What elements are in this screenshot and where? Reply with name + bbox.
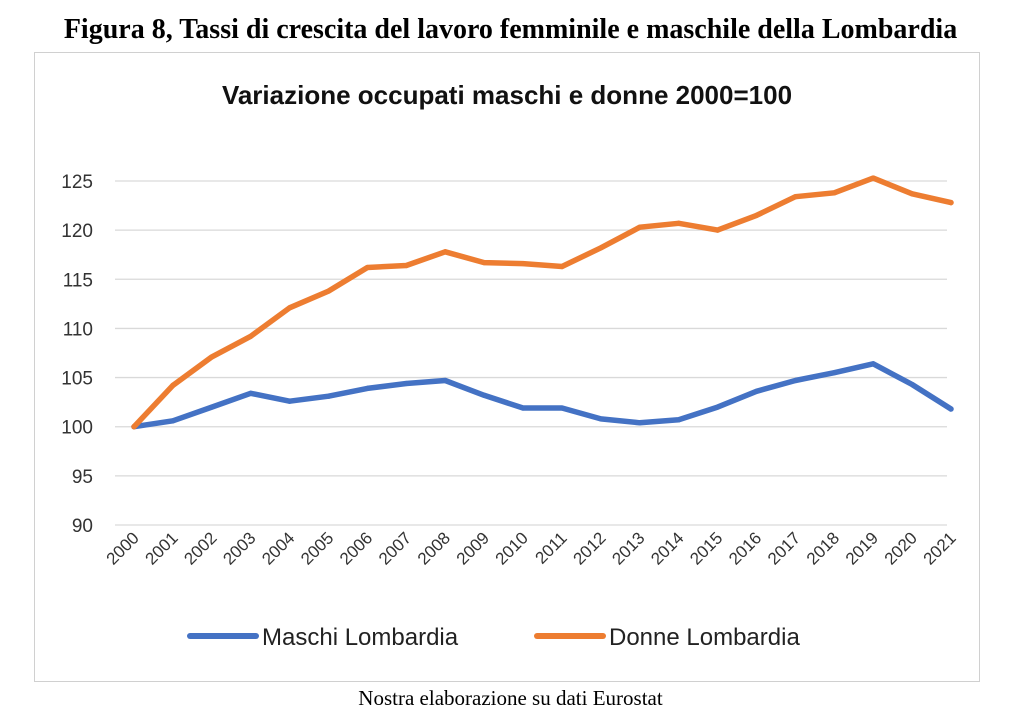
data-point (714, 227, 721, 233)
data-point (481, 392, 487, 398)
data-point (325, 288, 332, 294)
legend-label: Maschi Lombardia (262, 624, 459, 651)
x-tick-label: 2000 (103, 528, 143, 568)
data-point (598, 416, 604, 422)
x-tick-label: 2017 (764, 528, 804, 568)
x-tick-label: 2009 (453, 528, 493, 568)
legend: Maschi Lombardia Donne Lombardia (187, 624, 800, 651)
data-point (364, 385, 371, 391)
gridlines (115, 180, 947, 526)
x-tick-label: 2020 (881, 528, 921, 568)
y-tick-label: 105 (61, 369, 93, 390)
x-tick-label: 2005 (297, 528, 337, 568)
x-tick-label: 2004 (258, 528, 298, 568)
data-point (248, 390, 254, 396)
x-tick-label: 2011 (531, 528, 570, 567)
data-point (209, 404, 215, 410)
data-point (559, 263, 565, 270)
line-chart: Variazione occupati maschi e donne 2000=… (61, 80, 960, 651)
data-point (170, 418, 176, 424)
x-tick-label: 2002 (180, 528, 220, 568)
x-tick-label: 2019 (842, 528, 882, 568)
data-point (637, 420, 643, 426)
data-point (637, 224, 643, 230)
x-tick-label: 2010 (492, 528, 532, 568)
data-point (209, 354, 215, 360)
data-point (870, 175, 876, 181)
x-axis-ticks: 2000200120022003200420052006200720082009… (103, 528, 960, 568)
data-point (948, 200, 954, 206)
data-point (831, 370, 837, 376)
data-point (364, 264, 371, 271)
x-tick-label: 2006 (336, 528, 376, 568)
y-tick-label: 115 (63, 270, 93, 291)
y-tick-label: 100 (61, 418, 93, 439)
data-point (559, 405, 565, 411)
data-point (287, 398, 293, 404)
x-tick-label: 2021 (920, 528, 960, 568)
data-point (325, 393, 332, 399)
data-point (792, 194, 798, 200)
data-point (676, 417, 682, 423)
data-point (598, 245, 604, 251)
chart-frame: Variazione occupati maschi e donne 2000=… (34, 52, 980, 682)
data-point (287, 305, 293, 311)
x-tick-label: 2015 (686, 528, 726, 568)
series-lines (131, 175, 954, 430)
data-point (792, 377, 798, 384)
chart-title: Variazione occupati maschi e donne 2000=… (222, 80, 792, 110)
x-tick-label: 2012 (570, 528, 610, 568)
legend-label: Donne Lombardia (609, 624, 800, 651)
data-point (248, 333, 254, 339)
data-point (676, 220, 682, 226)
series-line-maschi (131, 361, 954, 430)
data-point (403, 262, 409, 269)
data-point (520, 405, 526, 411)
data-point (442, 377, 448, 384)
source-note: Nostra elaborazione su dati Eurostat (358, 686, 663, 710)
series-line-donne (131, 175, 954, 430)
figure-caption: Figura 8, Tassi di crescita del lavoro f… (63, 14, 958, 45)
data-point (520, 260, 526, 267)
data-point (753, 212, 760, 218)
y-tick-label: 110 (63, 319, 93, 340)
data-point (442, 249, 448, 255)
x-tick-label: 2016 (725, 528, 765, 568)
data-point (170, 382, 176, 389)
x-tick-label: 2007 (375, 528, 415, 568)
data-point (909, 191, 915, 197)
data-point (403, 380, 409, 387)
data-point (714, 404, 721, 410)
data-point (948, 406, 954, 412)
y-tick-label: 125 (61, 172, 93, 193)
data-point (131, 424, 137, 430)
data-point (831, 190, 837, 196)
x-tick-label: 2003 (219, 528, 259, 568)
x-tick-label: 2008 (414, 528, 454, 568)
y-axis-ticks: 90 95 100 105 110 115 120 125 (61, 172, 93, 537)
y-tick-label: 120 (61, 221, 93, 242)
x-tick-label: 2018 (803, 528, 843, 568)
x-tick-label: 2013 (608, 528, 648, 568)
data-point (870, 361, 876, 367)
data-point (909, 381, 915, 388)
data-point (753, 388, 760, 394)
y-tick-label: 90 (72, 516, 93, 537)
x-tick-label: 2014 (647, 528, 687, 568)
y-tick-label: 95 (72, 467, 93, 488)
data-point (481, 259, 487, 266)
x-tick-label: 2001 (142, 528, 182, 568)
